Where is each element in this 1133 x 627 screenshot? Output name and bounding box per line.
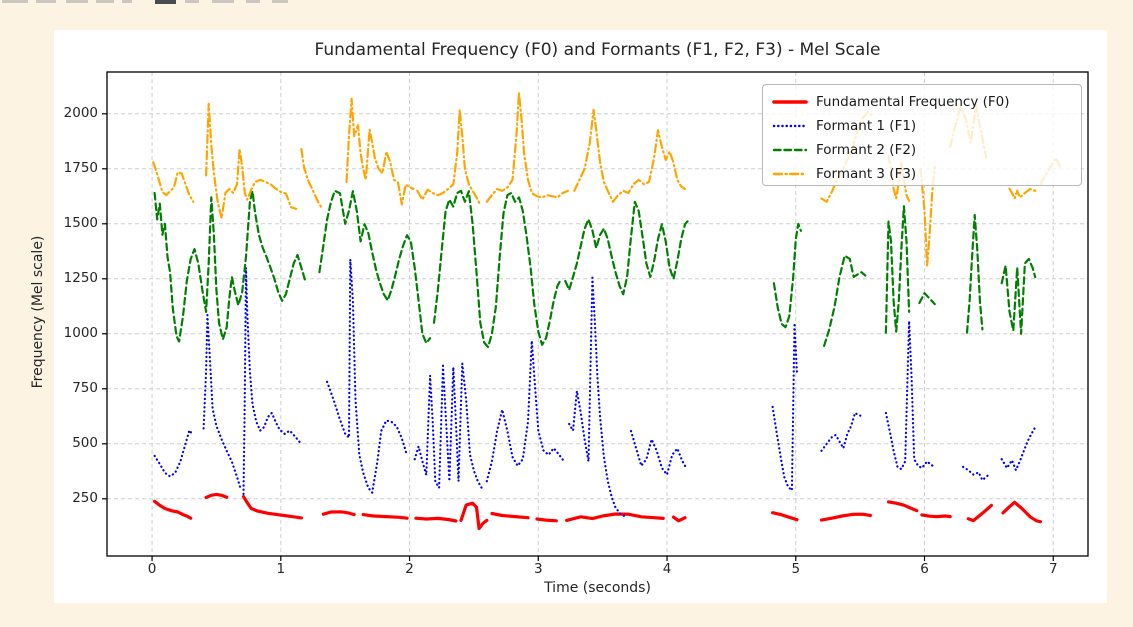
x-tick-label: 3 — [533, 561, 543, 577]
f3-line-swatch — [772, 172, 808, 176]
cropped-text-remnant-mark — [272, 0, 288, 3]
gridlines — [107, 72, 1088, 556]
legend: Fundamental Frequency (F0) Formant 1 (F1… — [762, 84, 1082, 186]
data-series-lines — [152, 91, 1063, 531]
x-tick-label: 1 — [276, 561, 286, 577]
y-axis-label: Frequency (Mel scale) — [30, 235, 46, 389]
cropped-text-remnant-mark — [2, 0, 28, 3]
y-tick-label: 1500 — [63, 214, 98, 231]
cropped-text-remnant-mark — [155, 0, 176, 4]
x-tick-label: 5 — [791, 561, 801, 577]
cropped-text-remnant-mark — [122, 0, 132, 3]
legend-item-f0: Fundamental Frequency (F0) — [772, 90, 1081, 114]
x-tick-label: 0 — [147, 561, 157, 577]
legend-item-f1: Formant 1 (F1) — [772, 114, 1081, 138]
legend-label-f3: Formant 3 (F3) — [816, 166, 917, 182]
x-axis-label: Time (seconds) — [544, 580, 651, 596]
legend-label-f1: Formant 1 (F1) — [816, 118, 917, 134]
f0-line-swatch — [772, 100, 808, 104]
chart-title: Fundamental Frequency (F0) and Formants … — [314, 40, 881, 60]
x-tick-label: 6 — [920, 561, 929, 577]
cropped-text-remnant-mark — [246, 0, 260, 3]
y-tick-label: 250 — [72, 489, 98, 506]
f1-line-swatch — [772, 124, 808, 128]
legend-item-f3: Formant 3 (F3) — [772, 162, 1081, 186]
f2-line-swatch — [772, 148, 808, 152]
x-tick-label: 4 — [662, 561, 672, 577]
cropped-text-remnant-mark — [36, 0, 56, 3]
y-tick-label: 500 — [72, 434, 98, 451]
cropped-text-remnant-mark — [212, 0, 234, 3]
legend-label-f0: Fundamental Frequency (F0) — [816, 94, 1010, 110]
axes-frame — [106, 71, 1089, 557]
y-tick-label: 2000 — [63, 104, 98, 121]
x-tick-label: 2 — [405, 561, 414, 577]
y-tick-label: 1750 — [63, 159, 98, 176]
x-tick-label: 7 — [1048, 561, 1058, 577]
legend-label-f2: Formant 2 (F2) — [816, 142, 917, 158]
y-tick-label: 1250 — [63, 269, 98, 286]
legend-item-f2: Formant 2 (F2) — [772, 138, 1081, 162]
cropped-text-remnant-mark — [185, 0, 199, 3]
cropped-text-remnant-mark — [96, 0, 114, 3]
y-tick-label: 1000 — [63, 324, 98, 341]
y-tick-label: 750 — [72, 379, 98, 396]
cropped-text-remnant-mark — [66, 0, 88, 3]
axis-tick-marks — [102, 113, 1054, 561]
